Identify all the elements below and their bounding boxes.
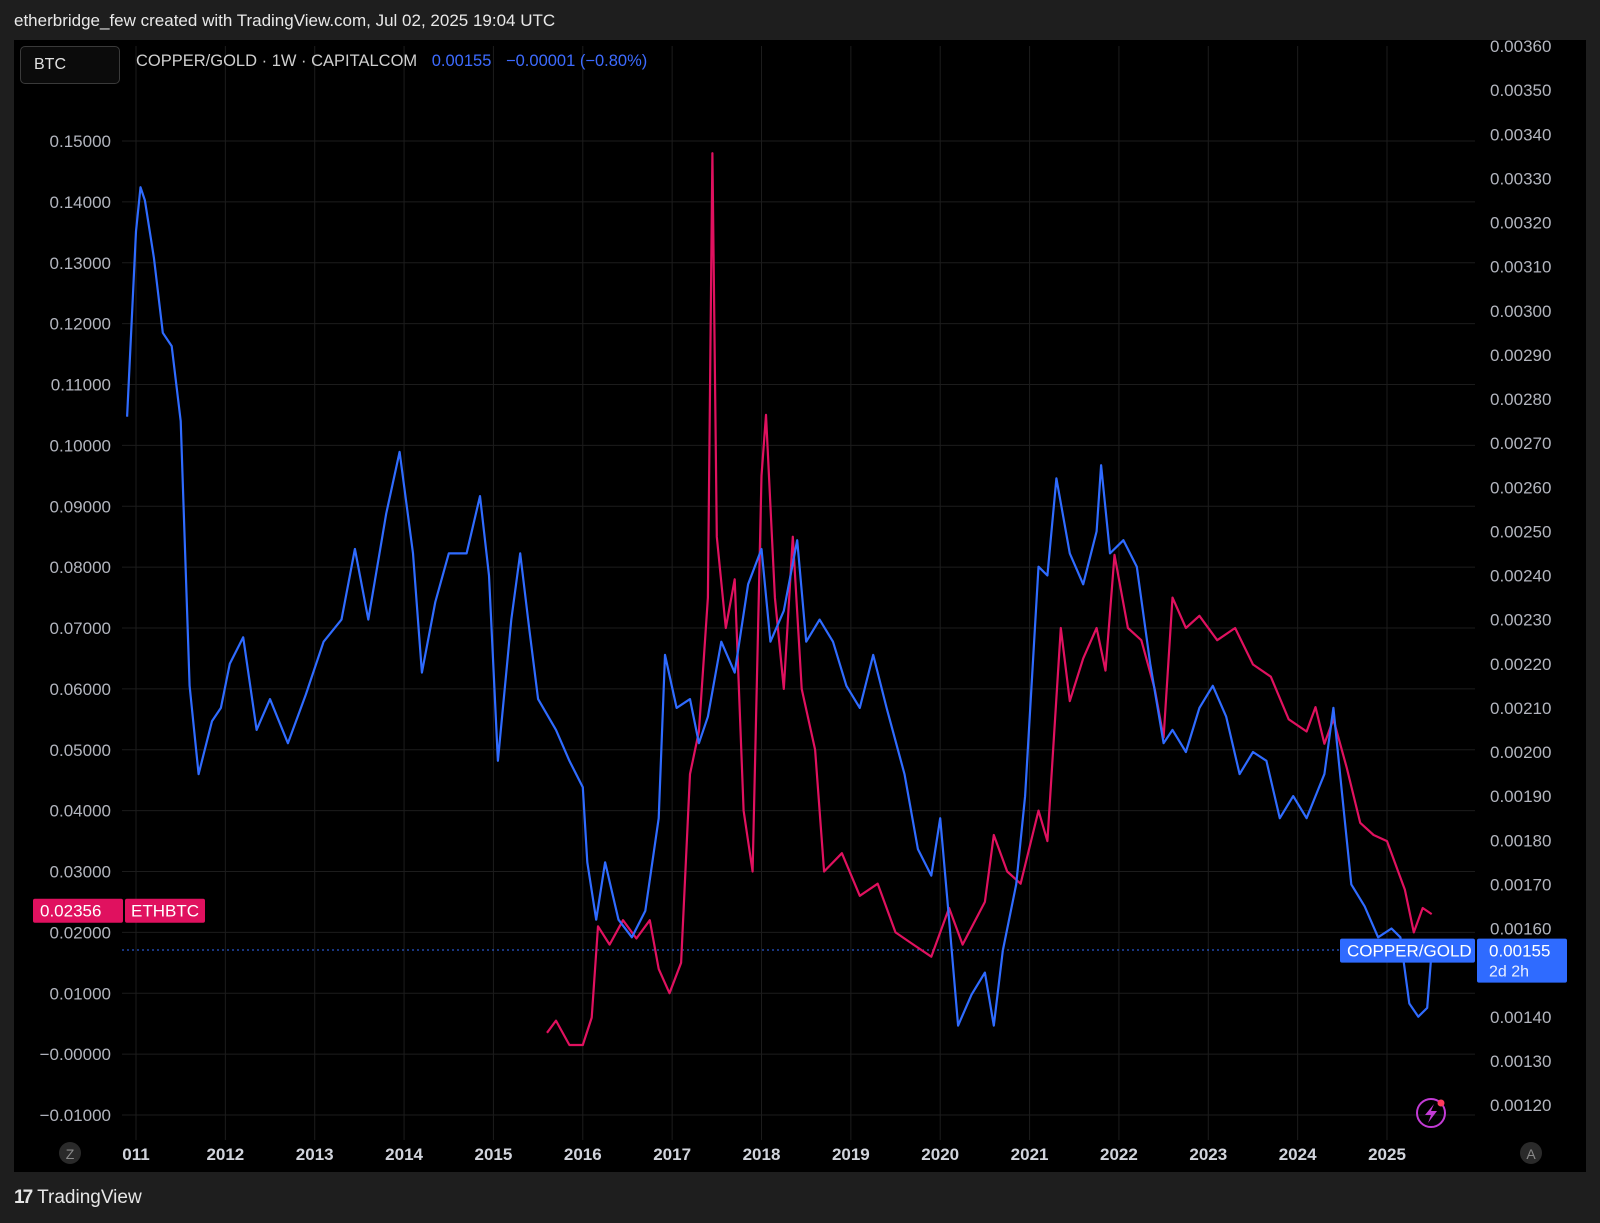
right-tick-label: 0.00170	[1490, 875, 1551, 894]
left-tick-label: 0.11000	[51, 376, 111, 395]
left-tick-label: 0.01000	[50, 984, 111, 1003]
left-tick-label: 0.03000	[50, 863, 111, 882]
chart-caption: etherbridge_few created with TradingView…	[14, 11, 556, 30]
left-tick-label: 0.09000	[50, 497, 111, 516]
ethbtc-value-label	[33, 898, 123, 923]
time-tick-label: 2013	[296, 1145, 334, 1164]
right-tick-label: 0.00220	[1490, 655, 1551, 674]
brand-label: TradingView	[37, 1187, 142, 1208]
lightning-icon[interactable]	[1416, 1098, 1446, 1128]
grid	[122, 46, 1475, 1140]
symbol-search-button[interactable]: BTC	[20, 46, 120, 84]
left-tick-label: 0.06000	[50, 680, 111, 699]
copper-gold-value-text: 0.00155	[1489, 942, 1550, 961]
right-tick-label: 0.00240	[1490, 567, 1551, 586]
left-tick-label: 0.14000	[50, 193, 111, 212]
time-tick-label: 2016	[564, 1145, 602, 1164]
right-tick-label: 0.00270	[1490, 434, 1551, 453]
left-tick-label: −0.00000	[40, 1045, 111, 1064]
right-tick-label: 0.00250	[1490, 522, 1551, 541]
series-layer	[126, 152, 1433, 1047]
right-tick-label: 0.00300	[1490, 302, 1551, 321]
price-labels: 0.02356 ETHBTC COPPER/GOLD 0.00155 2d 2h	[33, 898, 1567, 983]
series-legend[interactable]: COPPER/GOLD · 1W · CAPITALCOM 0.00155 −0…	[136, 52, 647, 71]
left-scale-label: Z	[66, 1146, 75, 1162]
time-tick-label: 2021	[1011, 1145, 1049, 1164]
tradingview-logo[interactable]: 17 TradingView	[14, 1187, 142, 1209]
copper-gold-name-label	[1340, 938, 1475, 963]
copper-gold-countdown-text: 2d 2h	[1489, 964, 1529, 981]
ethbtc-value-text: 0.02356	[40, 902, 101, 921]
auto-scale-label: A	[1526, 1146, 1536, 1162]
left-tick-label: 0.05000	[50, 741, 111, 760]
left-tick-label: 0.15000	[50, 132, 111, 151]
time-tick-label: 2017	[653, 1145, 691, 1164]
auto-scale-button[interactable]: A	[1520, 1142, 1542, 1164]
right-tick-label: 0.00200	[1490, 743, 1551, 762]
left-tick-label: 0.04000	[50, 802, 111, 821]
right-tick-label: 0.00260	[1490, 478, 1551, 497]
legend-value: 0.00155	[431, 52, 492, 70]
right-tick-label: 0.00330	[1490, 169, 1551, 188]
copper-gold-name-text: COPPER/GOLD	[1347, 942, 1472, 961]
left-tick-label: 0.07000	[50, 619, 111, 638]
right-tick-label: 0.00140	[1490, 1008, 1551, 1027]
time-tick-label: 2014	[385, 1145, 423, 1164]
left-tick-label: −0.01000	[40, 1106, 111, 1125]
chart-panel[interactable]	[14, 40, 1586, 1172]
time-tick-label: 2025	[1368, 1145, 1406, 1164]
right-tick-label: 0.00180	[1490, 831, 1551, 850]
time-tick-label: 2012	[206, 1145, 244, 1164]
right-axis: 0.00360 0.00350 0.00340 0.00330 0.00320 0.003…	[1490, 37, 1551, 1115]
legend-title: COPPER/GOLD · 1W · CAPITALCOM	[136, 52, 418, 70]
left-scale-button[interactable]: Z	[59, 1142, 81, 1164]
right-tick-label: 0.00350	[1490, 81, 1551, 100]
right-tick-label: 0.00340	[1490, 125, 1551, 144]
legend-change: −0.00001 (−0.80%)	[506, 52, 648, 70]
right-tick-label: 0.00160	[1490, 920, 1551, 939]
left-axis: 0.15000 0.14000 0.13000 0.12000 0.11000 0.100…	[40, 132, 111, 1125]
bottom-bar	[0, 1172, 1600, 1223]
time-tick-label: 011	[122, 1145, 149, 1164]
left-tick-label: 0.12000	[50, 315, 111, 334]
right-tick-label: 0.00280	[1490, 390, 1551, 409]
right-tick-label: 0.00310	[1490, 258, 1551, 277]
time-axis: 011 2012 2013 2014 2015 2016 2017 2018 2019 2020 2…	[122, 1145, 1406, 1164]
time-tick-label: 2019	[832, 1145, 870, 1164]
time-tick-label: 2018	[743, 1145, 781, 1164]
series-line-copper-gold	[126, 186, 1433, 1027]
copper-gold-value-label	[1477, 938, 1567, 983]
left-tick-label: 0.13000	[50, 254, 111, 273]
ethbtc-name-label	[125, 898, 205, 923]
series-line-ethbtc	[546, 152, 1433, 1047]
right-tick-label: 0.00190	[1490, 787, 1551, 806]
ethbtc-name-text: ETHBTC	[131, 902, 199, 921]
time-tick-label: 2015	[475, 1145, 513, 1164]
left-tick-label: 0.02000	[50, 923, 111, 942]
time-tick-label: 2022	[1100, 1145, 1138, 1164]
time-tick-label: 2024	[1279, 1145, 1317, 1164]
right-tick-label: 0.00120	[1490, 1096, 1551, 1115]
time-tick-label: 2023	[1189, 1145, 1227, 1164]
tradingview-logo-icon: 17	[14, 1187, 33, 1208]
right-tick-label: 0.00360	[1490, 37, 1551, 56]
right-tick-label: 0.00210	[1490, 699, 1551, 718]
symbol-label: BTC	[34, 56, 66, 73]
right-tick-label: 0.00290	[1490, 346, 1551, 365]
left-tick-label: 0.08000	[50, 558, 111, 577]
right-tick-label: 0.00320	[1490, 214, 1551, 233]
time-tick-label: 2020	[921, 1145, 959, 1164]
left-tick-label: 0.10000	[50, 436, 111, 455]
right-tick-label: 0.00230	[1490, 611, 1551, 630]
top-bar: etherbridge_few created with TradingView…	[0, 0, 1600, 42]
right-tick-label: 0.00130	[1490, 1052, 1551, 1071]
